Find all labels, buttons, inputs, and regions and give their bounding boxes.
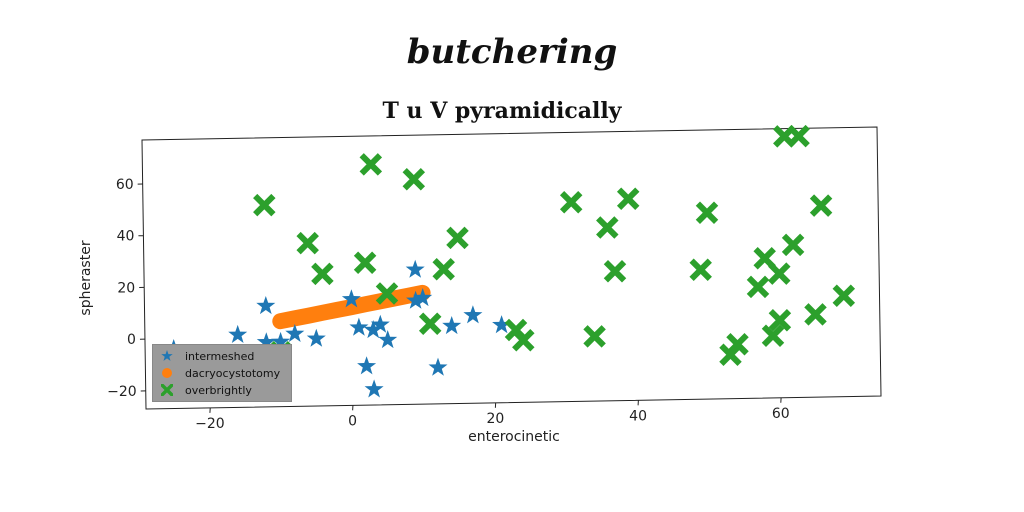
x-axis-label: enterocinetic: [468, 429, 560, 445]
page-title: butchering: [406, 32, 618, 72]
point-overbrightly: [583, 325, 606, 348]
x-tick-label: 40: [629, 408, 647, 424]
point-overbrightly: [832, 284, 856, 308]
point-overbrightly: [512, 328, 535, 352]
y-tick-label: 60: [116, 177, 134, 193]
marks-layer: [164, 124, 856, 398]
y-tick-label: 0: [127, 332, 136, 348]
point-intermeshed: [349, 317, 369, 336]
point-overbrightly: [603, 260, 627, 283]
legend-item-dacryocystotomy: dacryocystotomy: [161, 365, 280, 381]
point-intermeshed: [370, 314, 390, 333]
point-overbrightly: [804, 303, 827, 326]
point-overbrightly: [689, 258, 712, 282]
point-intermeshed: [364, 379, 384, 398]
point-overbrightly: [446, 226, 469, 250]
point-overbrightly: [559, 191, 583, 214]
point-intermeshed: [378, 330, 398, 349]
point-intermeshed: [256, 332, 276, 351]
circle-icon: [162, 368, 172, 378]
point-overbrightly: [761, 324, 785, 348]
star-icon: [161, 350, 173, 361]
point-overbrightly: [746, 275, 770, 299]
point-intermeshed: [271, 331, 291, 350]
point-overbrightly: [768, 308, 792, 332]
point-overbrightly: [616, 187, 640, 210]
axes-frame: [141, 126, 882, 410]
point-overbrightly: [296, 231, 319, 255]
point-intermeshed: [256, 296, 276, 315]
point-intermeshed: [428, 357, 448, 376]
point-overbrightly: [726, 332, 749, 356]
legend-label: dacryocystotomy: [185, 366, 281, 380]
point-overbrightly: [787, 124, 810, 148]
legend-item-overbrightly: overbrightly: [161, 382, 252, 398]
point-intermeshed: [285, 323, 305, 342]
y-tick-label: 20: [117, 280, 135, 296]
x-tick-label: −20: [195, 416, 225, 432]
point-overbrightly: [375, 282, 399, 305]
point-overbrightly: [418, 312, 442, 336]
point-intermeshed: [363, 320, 383, 339]
point-overbrightly: [402, 167, 426, 191]
point-overbrightly: [432, 257, 455, 281]
point-intermeshed: [405, 259, 425, 278]
point-overbrightly: [596, 216, 619, 239]
legend-item-intermeshed: intermeshed: [161, 348, 254, 364]
chart-title: T u V pyramidically: [382, 98, 622, 124]
point-intermeshed: [357, 356, 377, 375]
point-intermeshed: [228, 324, 248, 343]
legend-label: intermeshed: [185, 349, 255, 363]
point-intermeshed: [492, 315, 512, 334]
y-tick-label: −20: [107, 384, 137, 400]
y-axis-label: spheraster: [78, 240, 94, 316]
x-marker-icon: [161, 384, 173, 396]
point-overbrightly: [253, 193, 276, 217]
x-tick-label: 0: [348, 413, 357, 429]
point-overbrightly: [359, 153, 383, 176]
point-intermeshed: [413, 288, 433, 307]
legend: intermeshed dacryocystotomy overbrightly: [152, 344, 292, 402]
point-overbrightly: [768, 262, 791, 285]
point-overbrightly: [353, 251, 377, 275]
point-intermeshed: [442, 316, 462, 335]
legend-label: overbrightly: [185, 383, 252, 397]
point-overbrightly: [781, 233, 805, 257]
point-intermeshed: [306, 328, 326, 347]
point-intermeshed: [406, 290, 426, 309]
point-overbrightly: [809, 194, 833, 217]
point-overbrightly: [311, 262, 334, 286]
point-overbrightly: [753, 247, 776, 270]
point-intermeshed: [341, 289, 361, 308]
y-tick-label: 40: [117, 229, 135, 245]
x-tick-label: 20: [486, 411, 504, 427]
point-overbrightly: [773, 125, 796, 148]
point-intermeshed: [463, 305, 483, 324]
ticks-layer: −20 0 20 40 60 −20 0 20 40 60: [107, 177, 790, 432]
x-tick-label: 60: [772, 406, 790, 422]
series-line-dacryocystotomy: [272, 284, 431, 330]
point-overbrightly: [695, 201, 719, 225]
